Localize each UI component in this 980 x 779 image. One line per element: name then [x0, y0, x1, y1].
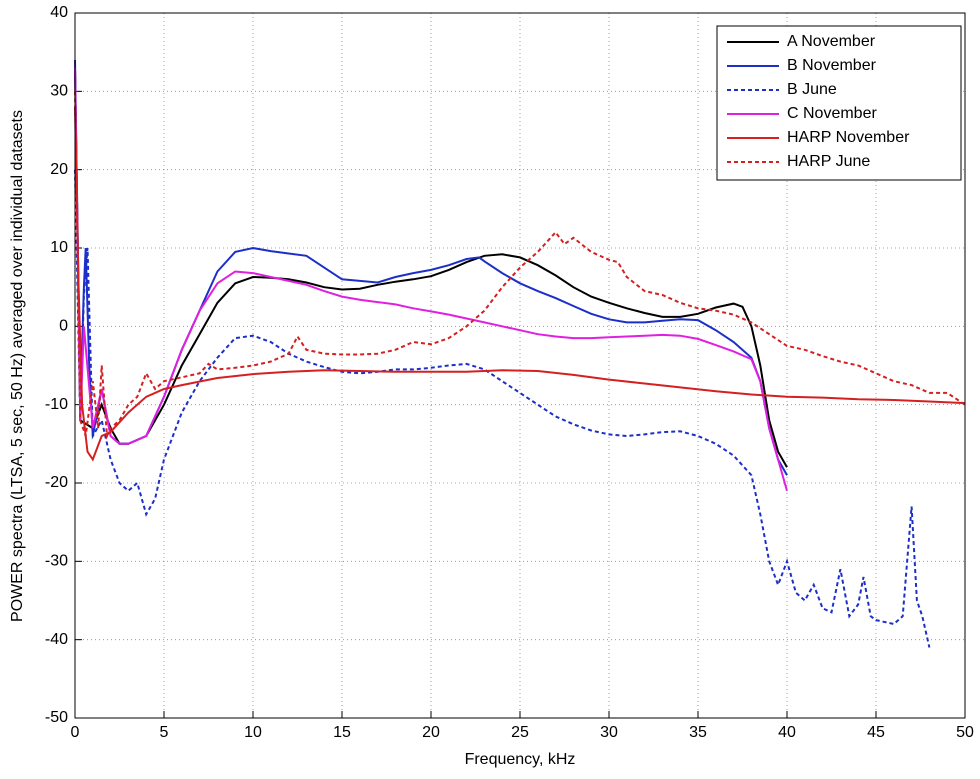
y-tick-label: 0 [59, 318, 68, 335]
legend-label: HARP November [787, 129, 910, 146]
x-tick-label: 50 [956, 724, 974, 741]
legend-label: B November [787, 57, 877, 74]
y-tick-label: 40 [50, 4, 68, 21]
legend-box [716, 25, 962, 181]
series-line [74, 67, 788, 492]
x-tick-label: 40 [778, 724, 796, 741]
y-tick-label: -40 [45, 631, 68, 648]
y-tick-label: -20 [45, 474, 68, 491]
x-tick-label: 15 [333, 724, 351, 741]
y-tick-label: -50 [45, 709, 68, 726]
legend-label: B June [787, 81, 837, 98]
series-line [74, 106, 966, 462]
series-line [74, 169, 931, 648]
y-tick-label: 30 [50, 83, 68, 100]
x-tick-label: 25 [511, 724, 529, 741]
series-line [74, 91, 966, 440]
x-axis-label: Frequency, kHz [465, 751, 576, 768]
x-tick-label: 5 [160, 724, 169, 741]
legend-label: C November [787, 105, 877, 122]
y-axis-label: POWER spectra (LTSA, 5 sec, 50 Hz) avera… [9, 110, 26, 622]
x-tick-label: 0 [71, 724, 80, 741]
legend-label: HARP June [787, 153, 870, 170]
plot-frame [74, 12, 966, 719]
x-tick-label: 10 [244, 724, 262, 741]
y-tick-label: -30 [45, 553, 68, 570]
series-line [74, 67, 788, 468]
legend-label: A November [787, 33, 876, 50]
x-tick-label: 30 [600, 724, 618, 741]
x-tick-label: 35 [689, 724, 707, 741]
y-tick-label: 10 [50, 239, 68, 256]
x-tick-label: 45 [867, 724, 885, 741]
y-tick-label: 20 [50, 161, 68, 178]
y-tick-label: -10 [45, 396, 68, 413]
x-tick-label: 20 [422, 724, 440, 741]
legend: A November B November B June C November HARP… [716, 25, 962, 181]
